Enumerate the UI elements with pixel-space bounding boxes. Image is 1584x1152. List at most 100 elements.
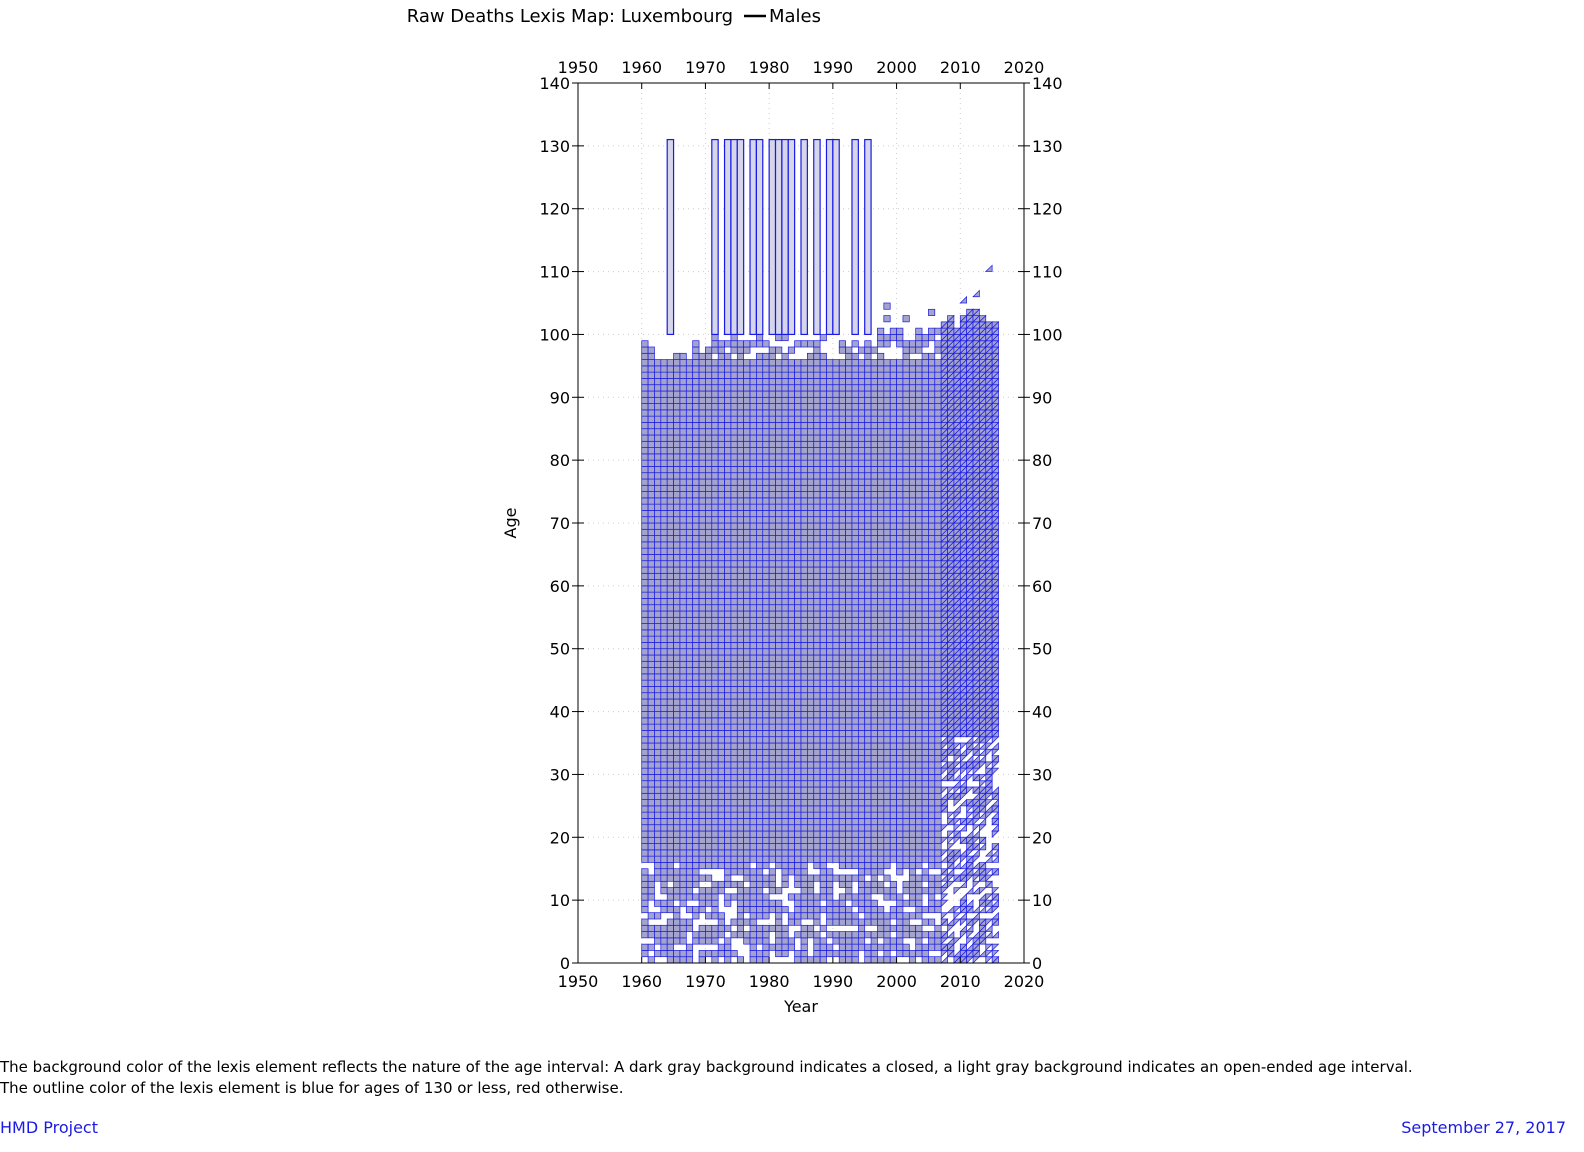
lexis-cell — [660, 522, 668, 530]
lexis-cell — [768, 453, 776, 461]
lexis-cell — [775, 679, 783, 687]
lexis-cell — [698, 679, 706, 687]
lexis-cell — [902, 849, 910, 857]
lexis-cell — [832, 679, 840, 687]
lexis-cell — [768, 811, 776, 819]
lexis-cell — [832, 843, 840, 851]
lexis-cell — [794, 755, 802, 763]
lexis-cell — [692, 642, 700, 650]
lexis-cell — [768, 616, 776, 624]
lexis-cell — [813, 447, 821, 455]
lexis-cell — [864, 466, 872, 474]
lexis-cell — [934, 516, 942, 524]
lexis-cell — [826, 654, 834, 662]
lexis-cell — [902, 843, 910, 851]
lexis-cell — [915, 415, 923, 423]
lexis-cell — [775, 673, 783, 681]
lexis-cell — [813, 579, 821, 587]
lexis-cell — [883, 635, 891, 643]
lexis-cell — [889, 943, 897, 951]
lexis-cell — [908, 585, 917, 593]
lexis-cell — [724, 755, 732, 763]
lexis-cell — [928, 447, 936, 455]
lexis-cell — [749, 780, 757, 788]
lexis-cell — [654, 378, 662, 386]
lexis-cell — [864, 704, 872, 712]
lexis-cell — [724, 566, 732, 574]
lexis-cell — [877, 692, 885, 700]
lexis-cell — [851, 522, 859, 530]
lexis-cell — [908, 730, 917, 738]
lexis-cell — [775, 792, 783, 800]
lexis-cell — [908, 880, 917, 888]
lexis-cell — [794, 761, 802, 769]
lexis-cell — [762, 466, 770, 474]
lexis-cell — [775, 440, 783, 448]
lexis-cell — [819, 497, 827, 505]
lexis-cell — [743, 774, 751, 782]
lexis-cell — [711, 510, 719, 518]
lexis-cell — [800, 484, 808, 492]
lexis-cell — [647, 415, 655, 423]
lexis-triangle — [959, 792, 968, 801]
lexis-cell — [775, 748, 783, 756]
lexis-cell — [864, 836, 872, 844]
lexis-cell — [705, 554, 713, 562]
lexis-cell — [928, 510, 936, 518]
lexis-cell — [826, 428, 834, 436]
lexis-cell — [934, 862, 942, 870]
lexis-cell — [826, 824, 834, 832]
lexis-cell — [819, 554, 827, 562]
lexis-cell — [819, 422, 827, 430]
lexis-cell — [679, 862, 687, 870]
lexis-cell — [692, 629, 700, 637]
lexis-triangle — [947, 315, 955, 323]
lexis-cell — [819, 352, 827, 360]
lexis-cell — [679, 918, 687, 926]
lexis-cell — [883, 748, 891, 756]
lexis-cell — [851, 811, 859, 819]
lexis-cell — [819, 792, 827, 800]
lexis-cell — [883, 742, 891, 750]
lexis-cell — [660, 818, 668, 826]
lexis-cell — [654, 660, 662, 668]
lexis-cell — [647, 547, 655, 555]
lexis-cell — [660, 899, 668, 907]
lexis-cell — [883, 704, 891, 712]
lexis-cell — [870, 730, 878, 738]
lexis-cell — [749, 623, 757, 631]
lexis-cell — [908, 736, 917, 744]
lexis-cell — [819, 629, 827, 637]
lexis-cell — [787, 824, 795, 832]
lexis-cell — [641, 660, 649, 668]
lexis-cell — [775, 730, 783, 738]
lexis-cell — [654, 466, 662, 474]
lexis-cell — [889, 422, 897, 430]
lexis-cell — [870, 434, 878, 442]
lexis-cell — [883, 912, 891, 920]
lexis-cell — [826, 887, 834, 895]
lexis-cell — [679, 805, 687, 813]
lexis-cell — [883, 566, 891, 574]
lexis-cell — [749, 560, 757, 568]
lexis-cell — [857, 943, 866, 951]
lexis-cell — [908, 811, 917, 819]
lexis-cell — [641, 686, 649, 694]
lexis-cell — [857, 616, 866, 624]
lexis-cell — [749, 359, 757, 367]
lexis-cell — [673, 610, 681, 618]
lexis-cell — [749, 767, 757, 775]
lexis-cell — [705, 516, 713, 524]
lexis-cell — [685, 604, 694, 612]
lexis-cell — [908, 755, 917, 763]
lexis-cell — [819, 830, 827, 838]
lexis-cell — [756, 673, 764, 681]
lexis-cell — [864, 422, 872, 430]
lexis-cell — [654, 698, 662, 706]
lexis-cell — [819, 767, 827, 775]
lexis-cell — [800, 447, 808, 455]
lexis-cell — [762, 761, 770, 769]
lexis-cell — [794, 805, 802, 813]
lexis-cell — [921, 786, 929, 794]
lexis-cell — [819, 598, 827, 606]
